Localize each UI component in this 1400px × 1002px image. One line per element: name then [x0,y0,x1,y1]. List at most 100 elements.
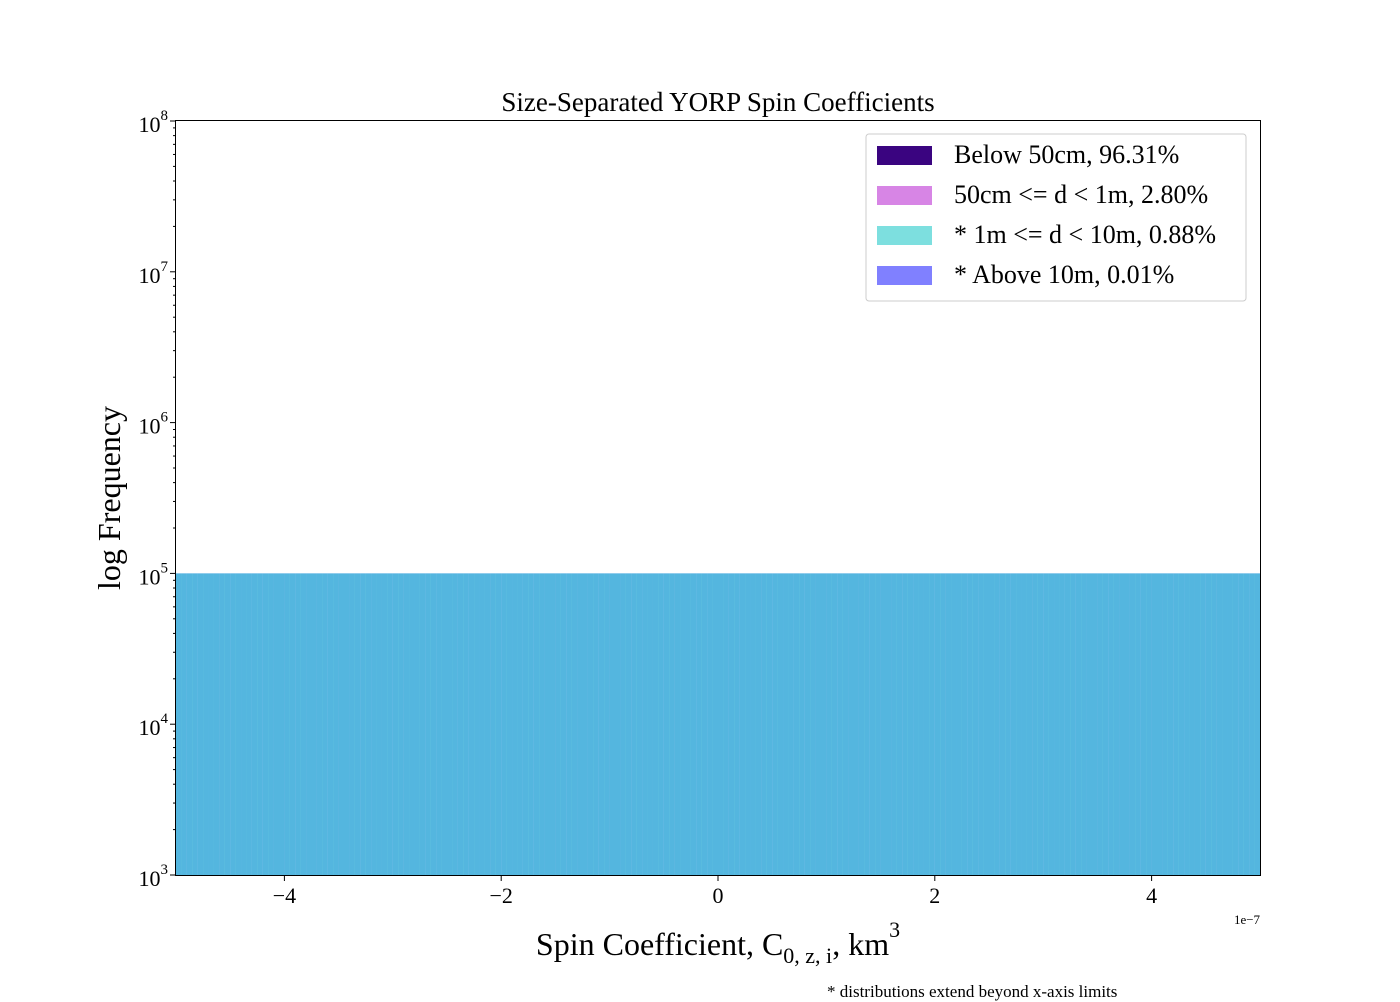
bar [598,573,610,875]
bar [685,573,697,875]
bar [186,573,198,875]
bar [739,573,751,875]
bar [1173,573,1185,875]
bar [1249,573,1260,875]
bar [967,573,979,875]
bar [728,573,740,875]
y-tick-label: 107 [139,259,169,288]
x-axis-label-superscript: 3 [889,917,900,942]
legend-label: * 1m <= d < 10m, 0.88% [954,220,1216,249]
x-axis-label: Spin Coefficient, C0, z, i, km3 [536,917,900,968]
bar [555,573,567,875]
bar [718,573,729,875]
bar [1021,573,1033,875]
bar [522,573,534,875]
bar [902,573,914,875]
bar [1119,573,1130,875]
bar [793,573,805,875]
bar [338,573,350,875]
bar [544,573,556,875]
bar [251,573,263,875]
bar [457,573,469,875]
bar [826,573,838,875]
bar [316,573,328,875]
legend-label: * Above 10m, 0.01% [954,260,1174,289]
x-tick-label: −4 [273,883,296,908]
y-tick-label: 108 [139,108,169,137]
bar [1010,573,1022,875]
bar [1216,573,1228,875]
bar [652,573,664,875]
bar [360,573,372,875]
series-1 [176,573,1260,875]
bar [642,573,653,875]
bar [858,573,870,875]
bar [761,573,773,875]
bar [663,573,675,875]
bar [913,573,924,875]
bar [1032,573,1044,875]
x-axis-label-suffix: , km [832,926,889,962]
bar [880,573,892,875]
bar [620,573,632,875]
y-tick-label: 103 [139,862,169,891]
bar [1097,573,1109,875]
bar [381,573,393,875]
bar [1227,573,1239,875]
bar [1162,573,1174,875]
legend-swatch [877,226,932,245]
bar [945,573,957,875]
bar [1129,573,1141,875]
x-axis: −4 −2 0 2 4 [273,875,1157,908]
bar [956,573,968,875]
bar [1043,573,1055,875]
bar [327,573,339,875]
bar [934,573,946,875]
footnote: * distributions extend beyond x-axis lim… [827,982,1118,1001]
x-tick-label: 0 [713,883,724,908]
bar [176,573,187,875]
bar [284,573,296,875]
y-tick-label: 104 [139,711,169,740]
bar [989,573,1000,875]
bar [815,573,827,875]
bar [674,573,686,875]
bar [609,573,621,875]
bar [999,573,1011,875]
bar [468,573,480,875]
bar [1054,573,1065,875]
y-tick-label: 105 [139,560,169,589]
bar [783,573,794,875]
bar [804,573,816,875]
x-tick-label: −2 [489,883,512,908]
x-axis-label-main: Spin Coefficient, C [536,926,783,962]
bar [1086,573,1098,875]
bar [1184,573,1195,875]
bar [631,573,643,875]
bars-layer [176,573,1260,875]
legend-label: Below 50cm, 96.31% [954,140,1179,169]
bar [587,573,599,875]
bar [891,573,903,875]
bar [219,573,231,875]
bar [295,573,307,875]
bar [837,573,849,875]
legend-box [865,133,1247,302]
bar [349,573,361,875]
bar [262,573,274,875]
x-tick-label: 2 [929,883,940,908]
bar [241,573,252,875]
bar [436,573,447,875]
bar [414,573,426,875]
bar [566,573,578,875]
bar [923,573,935,875]
bar [197,573,209,875]
chart-title: Size-Separated YORP Spin Coefficients [501,87,934,117]
legend-swatch [877,146,932,165]
bar [425,573,437,875]
bar [306,573,317,875]
bar [869,573,881,875]
legend-swatch [877,266,932,285]
bar [501,573,513,875]
